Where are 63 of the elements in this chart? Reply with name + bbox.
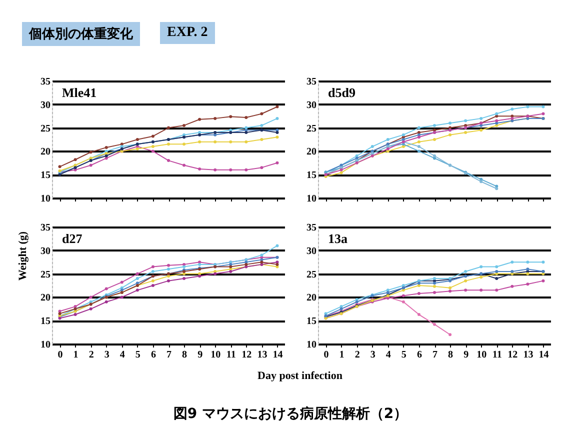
y-tick-label: 25 [40, 269, 50, 280]
x-tick-label: 14 [272, 350, 283, 360]
x-tick-label: 7 [432, 350, 438, 360]
y-tick-label: 15 [40, 316, 50, 328]
x-tick-label: 11 [492, 350, 502, 360]
y-tick-label: 30 [306, 246, 316, 257]
x-tick-label: 13 [523, 350, 534, 360]
x-tick-label: 2 [88, 350, 94, 360]
y-tick-label: 15 [306, 170, 316, 182]
y-tick-label: 25 [306, 123, 316, 134]
y-tick-label: 30 [40, 246, 50, 257]
y-tick-label: 20 [306, 146, 316, 158]
y-tick-label: 10 [306, 194, 316, 204]
chart-title: Mle41 [62, 85, 97, 100]
caption: 図9 マウスにおける病原性解析（2） [172, 405, 409, 423]
x-tick-label: 6 [416, 350, 422, 360]
y-tick-label: 20 [40, 146, 50, 158]
y-tick-label: 35 [306, 76, 316, 88]
x-tick-label: 9 [464, 350, 469, 360]
x-tick-label: 10 [476, 350, 487, 360]
x-tick-label: 12 [242, 350, 252, 360]
x-tick-label: 14 [538, 350, 549, 360]
y-tick-label: 10 [40, 340, 50, 350]
x-tick-label: 12 [508, 350, 518, 360]
x-tick-label: 11 [226, 350, 236, 360]
x-tick-label: 8 [448, 350, 454, 360]
y-tick-label: 20 [306, 292, 316, 304]
x-tick-label: 10 [210, 350, 221, 360]
x-tick-label: 9 [198, 350, 203, 360]
y-tick-label: 25 [306, 269, 316, 280]
x-tick-label: 3 [104, 350, 110, 360]
chart-title: d27 [62, 231, 83, 246]
x-tick-label: 3 [370, 350, 376, 360]
text: 個体別の体重変化 [22, 22, 140, 46]
text: EXP. 2 [160, 22, 215, 44]
y-tick-label: 15 [306, 316, 316, 328]
x-tick-label: 0 [324, 350, 329, 360]
x-tick-label: 7 [166, 350, 172, 360]
x-tick-label: 8 [182, 350, 188, 360]
y-tick-label: 20 [40, 292, 50, 304]
y-tick-label: 35 [40, 76, 50, 88]
y-tick-label: 35 [306, 222, 316, 234]
y-axis-title: Weight (g) [17, 230, 29, 283]
y-tick-label: 15 [40, 170, 50, 182]
x-tick-label: 5 [135, 350, 140, 360]
x-tick-label: 2 [354, 350, 360, 360]
x-tick-label: 13 [257, 350, 268, 360]
y-tick-label: 35 [40, 222, 50, 234]
x-axis-title: Day post infection [256, 370, 344, 382]
x-tick-label: 5 [401, 350, 406, 360]
x-tick-label: 4 [120, 350, 125, 360]
chart-title: d5d9 [328, 85, 356, 100]
y-tick-label: 30 [306, 100, 316, 111]
y-tick-label: 10 [40, 194, 50, 204]
x-tick-label: 4 [386, 350, 391, 360]
x-tick-label: 1 [339, 350, 344, 360]
y-tick-label: 10 [306, 340, 316, 350]
x-tick-label: 0 [58, 350, 63, 360]
y-tick-label: 30 [40, 100, 50, 111]
x-tick-label: 6 [150, 350, 156, 360]
chart-title: 13a [328, 231, 348, 246]
y-tick-label: 25 [40, 123, 50, 134]
x-tick-label: 1 [73, 350, 78, 360]
